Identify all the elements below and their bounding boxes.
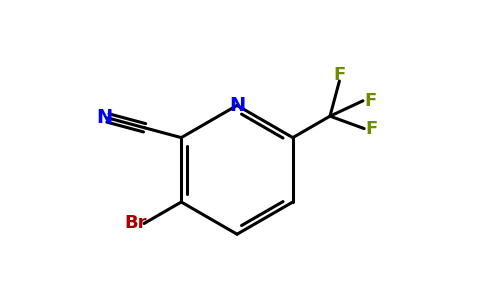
- Text: N: N: [229, 96, 245, 115]
- Text: Br: Br: [124, 214, 147, 232]
- Text: N: N: [96, 109, 113, 128]
- Text: F: F: [364, 92, 377, 110]
- Text: F: F: [333, 66, 346, 84]
- Text: F: F: [365, 120, 378, 138]
